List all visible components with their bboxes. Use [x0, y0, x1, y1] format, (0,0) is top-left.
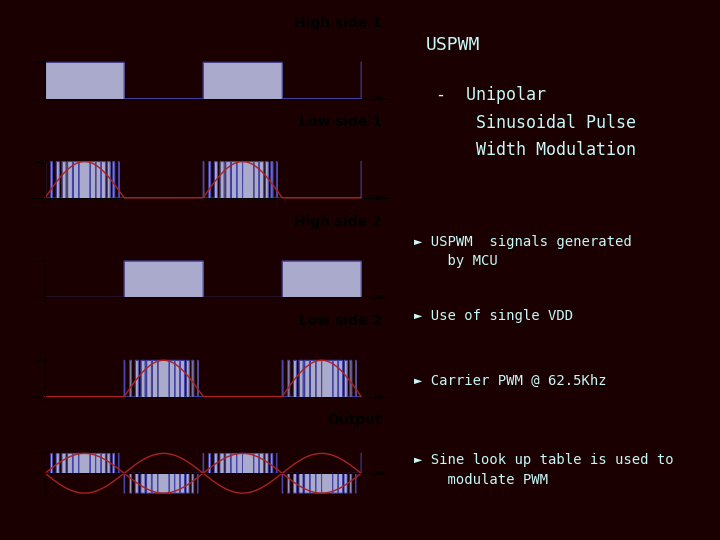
Text: High side 2: High side 2 — [294, 215, 382, 229]
Text: Low side 2: Low side 2 — [299, 314, 382, 328]
Text: ► USPWM  signals generated
    by MCU: ► USPWM signals generated by MCU — [414, 235, 631, 268]
Text: ► Carrier PWM @ 62.5Khz: ► Carrier PWM @ 62.5Khz — [414, 374, 607, 388]
Text: Output: Output — [327, 414, 382, 428]
Text: USPWM: USPWM — [426, 36, 480, 54]
Text: ► Use of single VDD: ► Use of single VDD — [414, 309, 573, 323]
Text: ► Sine look up table is used to
    modulate PWM: ► Sine look up table is used to modulate… — [414, 454, 674, 487]
Text: -  Unipolar
     Sinusoidal Pulse
     Width Modulation: - Unipolar Sinusoidal Pulse Width Modula… — [426, 86, 636, 159]
Text: High side 1: High side 1 — [294, 16, 382, 30]
Text: Low side 1: Low side 1 — [299, 116, 382, 130]
